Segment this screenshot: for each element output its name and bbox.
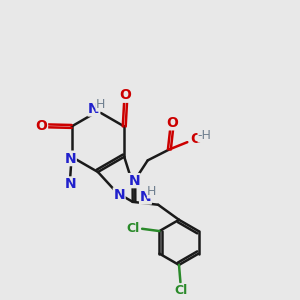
Text: H: H bbox=[147, 185, 157, 198]
Text: O: O bbox=[166, 116, 178, 130]
Text: N: N bbox=[64, 177, 76, 191]
Text: N: N bbox=[64, 152, 76, 166]
Text: N: N bbox=[128, 174, 140, 188]
Text: H: H bbox=[96, 98, 105, 111]
Text: N: N bbox=[140, 190, 151, 204]
Text: Cl: Cl bbox=[174, 284, 188, 297]
Text: O: O bbox=[120, 88, 132, 102]
Text: N: N bbox=[88, 102, 100, 116]
Text: Cl: Cl bbox=[127, 222, 140, 235]
Text: N: N bbox=[64, 151, 76, 165]
Text: -H: -H bbox=[198, 129, 212, 142]
Text: O: O bbox=[36, 119, 47, 133]
Text: O: O bbox=[190, 132, 202, 146]
Text: N: N bbox=[113, 188, 125, 202]
